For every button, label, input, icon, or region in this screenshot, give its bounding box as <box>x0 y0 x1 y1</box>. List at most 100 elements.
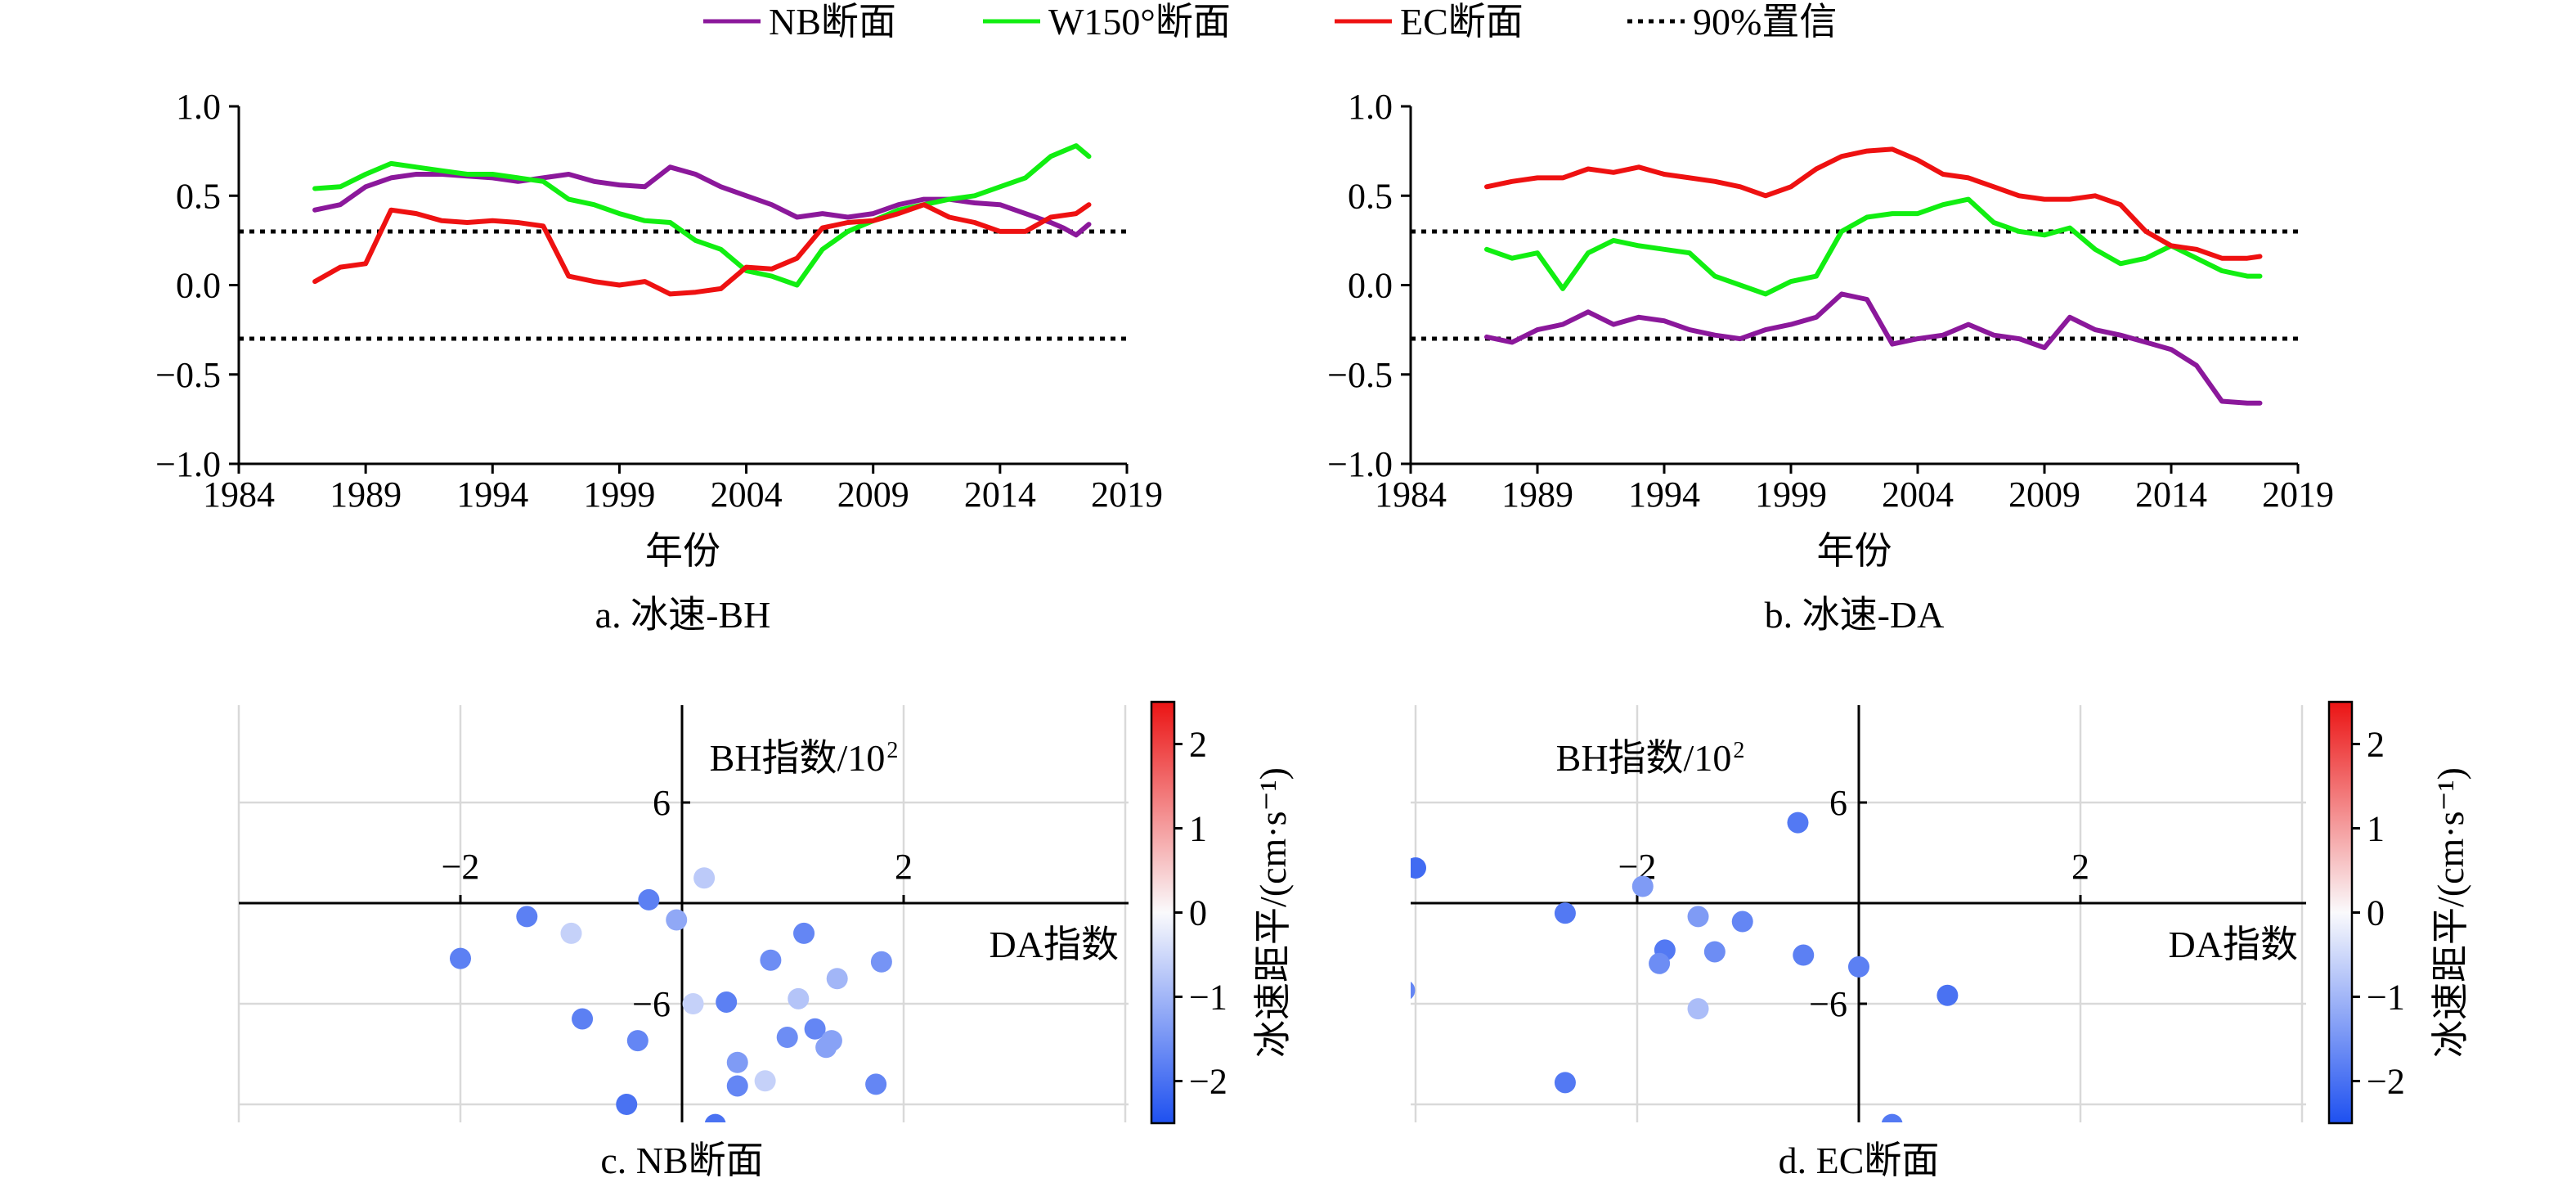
y-tick-label-b-0: 1.0 <box>1348 87 1393 127</box>
points-c <box>450 867 892 1122</box>
scatter-point-d-3 <box>1554 902 1576 924</box>
x-axis-title-a: 年份 <box>645 530 720 572</box>
colorbar-tick-label-c-3: −1 <box>1189 978 1227 1018</box>
scatter-point-c-14 <box>626 1030 648 1052</box>
y-tick-label-a-1: 0.5 <box>176 176 221 216</box>
legend-label-nb: NB断面 <box>769 1 896 43</box>
scatter-point-c-2 <box>516 906 538 928</box>
scatter-point-d-12 <box>1936 984 1959 1006</box>
y-tick-label-a-0: 1.0 <box>176 87 221 127</box>
x-tick-label-c-1: 2 <box>895 847 913 887</box>
scatter-point-d-14 <box>1554 1072 1576 1094</box>
scatter-point-c-4 <box>450 947 471 969</box>
x-tick-label-b-3: 1999 <box>1755 474 1827 515</box>
y-axis-title-c: BH指数/10 <box>710 737 886 779</box>
y-tick-label-b-1: 0.5 <box>1348 176 1393 216</box>
scatter-point-d-8 <box>1793 944 1815 966</box>
series-line-b-2 <box>1484 146 2263 261</box>
x-tick-label-a-3: 1999 <box>583 474 655 515</box>
scatter-point-c-23 <box>616 1094 638 1115</box>
scatter-point-d-9 <box>1649 952 1671 974</box>
legend-item-nb: NB断面 <box>703 1 896 43</box>
scatter-point-c-15 <box>804 1018 826 1040</box>
scatter-point-c-9 <box>826 968 848 990</box>
x-tick-label-b-5: 2009 <box>2008 474 2080 515</box>
x-tick-label-a-6: 2014 <box>964 474 1036 515</box>
x-tick-label-c-0: −2 <box>442 847 480 887</box>
scatter-point-c-24 <box>704 1113 726 1122</box>
legend-item-ec: EC断面 <box>1335 1 1524 43</box>
x-tick-label-d-1: 2 <box>2071 847 2089 887</box>
scatter-point-d-5 <box>1731 910 1753 933</box>
y-tick-label-b-2: 0.0 <box>1348 266 1393 306</box>
x-axis-title-b: 年份 <box>1817 530 1892 572</box>
colorbar-tick-label-c-0: 2 <box>1189 725 1207 765</box>
scatter-point-d-10 <box>1848 955 1869 978</box>
caption-d: d. EC断面 <box>1779 1140 1940 1181</box>
scatter-point-c-18 <box>815 1036 837 1059</box>
scatter-point-c-7 <box>760 949 782 971</box>
y-tick-label-c-1: −6 <box>632 984 671 1024</box>
caption-c: c. NB断面 <box>600 1140 763 1181</box>
scatter-point-d-13 <box>1687 998 1709 1020</box>
scatter-point-c-3 <box>560 922 582 944</box>
colorbar-d <box>2327 700 2354 1125</box>
legend-label-confidence: 90%置信 <box>1693 1 1837 43</box>
caption-a: a. 冰速-BH <box>595 594 771 636</box>
x-tick-label-b-1: 1989 <box>1501 474 1573 515</box>
x-tick-label-b-4: 2004 <box>1882 474 1954 515</box>
x-tick-label-a-0: 1984 <box>203 474 275 515</box>
x-tick-label-b-7: 2019 <box>2262 474 2334 515</box>
x-tick-label-a-4: 2004 <box>711 474 783 515</box>
scatter-point-d-0 <box>1411 857 1426 879</box>
scatter-point-d-1 <box>1787 812 1809 834</box>
scatter-point-d-7 <box>1703 941 1726 963</box>
y-tick-label-a-4: −1.0 <box>155 444 221 484</box>
scatter-point-c-10 <box>788 987 810 1009</box>
scatter-point-c-5 <box>666 909 688 931</box>
x-tick-label-a-5: 2009 <box>837 474 909 515</box>
legend: NB断面 W150°断面 EC断面 90%置信 <box>703 1 1837 43</box>
x-axis-title-c: DA指数 <box>990 924 1119 965</box>
scatter-point-c-0 <box>693 867 716 889</box>
y-tick-label-b-4: −1.0 <box>1327 444 1393 484</box>
x-tick-label-a-2: 1994 <box>456 474 528 515</box>
x-tick-label-a-1: 1989 <box>330 474 402 515</box>
points-d <box>1411 812 1959 1122</box>
series-line-b-0 <box>1484 291 2263 406</box>
y-tick-label-a-3: −0.5 <box>155 355 221 395</box>
colorbar-tick-label-c-1: 1 <box>1189 809 1207 849</box>
scatter-point-c-1 <box>638 888 660 910</box>
colorbar-tick-label-c-4: −2 <box>1189 1062 1227 1102</box>
colorbar-tick-label-d-1: 1 <box>2367 809 2385 849</box>
caption-b: b. 冰速-DA <box>1765 594 1945 636</box>
colorbar-c <box>1150 700 1176 1125</box>
y-tick-label-d-1: −6 <box>1809 984 1847 1024</box>
legend-label-w150: W150°断面 <box>1048 1 1231 43</box>
colorbar-tick-label-d-2: 0 <box>2367 893 2385 933</box>
legend-label-ec: EC断面 <box>1400 1 1524 43</box>
scatter-point-d-2 <box>1631 875 1654 897</box>
scatter-point-c-22 <box>865 1073 887 1095</box>
colorbar-label-d: 冰速距平/(cm·s⁻¹) <box>2430 767 2471 1058</box>
scatter-point-d-11 <box>1411 982 1416 1000</box>
x-tick-label-b-2: 1994 <box>1628 474 1700 515</box>
y-tick-label-c-0: 6 <box>653 783 671 823</box>
scatter-point-c-19 <box>726 1051 748 1073</box>
y-tick-label-b-3: −0.5 <box>1327 355 1393 395</box>
scatter-point-d-4 <box>1687 906 1709 928</box>
scatter-point-c-13 <box>572 1008 594 1030</box>
colorbar-label-c: 冰速距平/(cm·s⁻¹) <box>1252 767 1294 1058</box>
scatter-point-c-16 <box>776 1027 798 1048</box>
scatter-point-c-12 <box>716 991 738 1013</box>
x-tick-label-a-7: 2019 <box>1091 474 1163 515</box>
scatter-point-c-6 <box>793 922 815 944</box>
scatter-point-c-11 <box>682 993 704 1014</box>
series-line-a-0 <box>312 164 1092 238</box>
y-axis-title-exponent-d: 2 <box>1733 738 1744 763</box>
legend-item-confidence: 90%置信 <box>1627 1 1837 43</box>
y-axis-title-exponent-c: 2 <box>886 738 898 763</box>
legend-item-w150: W150°断面 <box>983 1 1231 43</box>
